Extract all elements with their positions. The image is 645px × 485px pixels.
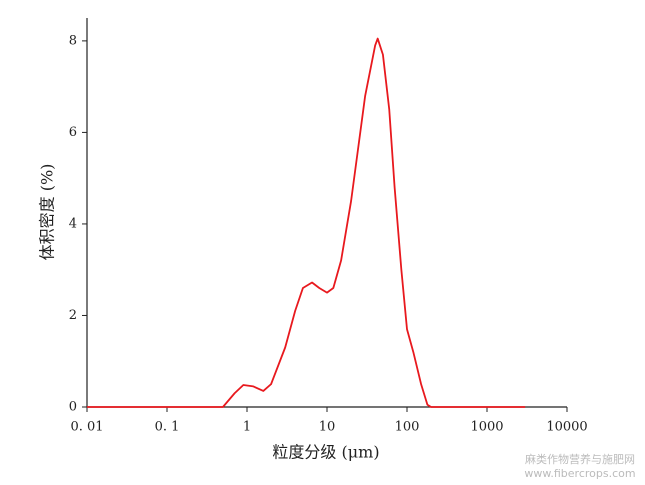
- x-tick-label: 100: [395, 420, 420, 435]
- x-tick-label: 10: [319, 420, 336, 435]
- x-axis-label: 粒度分级 (μm): [272, 443, 379, 462]
- y-tick-label: 4: [69, 216, 77, 231]
- x-tick-label: 0. 01: [70, 420, 103, 435]
- y-tick-label: 2: [69, 308, 77, 323]
- watermark: www.fibercrops.com: [524, 467, 635, 480]
- x-tick-label: 10000: [546, 420, 587, 435]
- line: [87, 37, 526, 408]
- watermark: 麻类作物营养与施肥网: [525, 452, 635, 466]
- y-tick-label: 6: [69, 125, 77, 140]
- y-tick-label: 8: [69, 33, 77, 48]
- y-tick-label: 0: [69, 400, 77, 415]
- x-tick-label: 0. 1: [155, 420, 180, 435]
- y-axis-label: 体积密度 (%): [38, 164, 57, 261]
- x-tick-label: 1: [243, 420, 251, 435]
- x-tick-label: 1000: [470, 420, 503, 435]
